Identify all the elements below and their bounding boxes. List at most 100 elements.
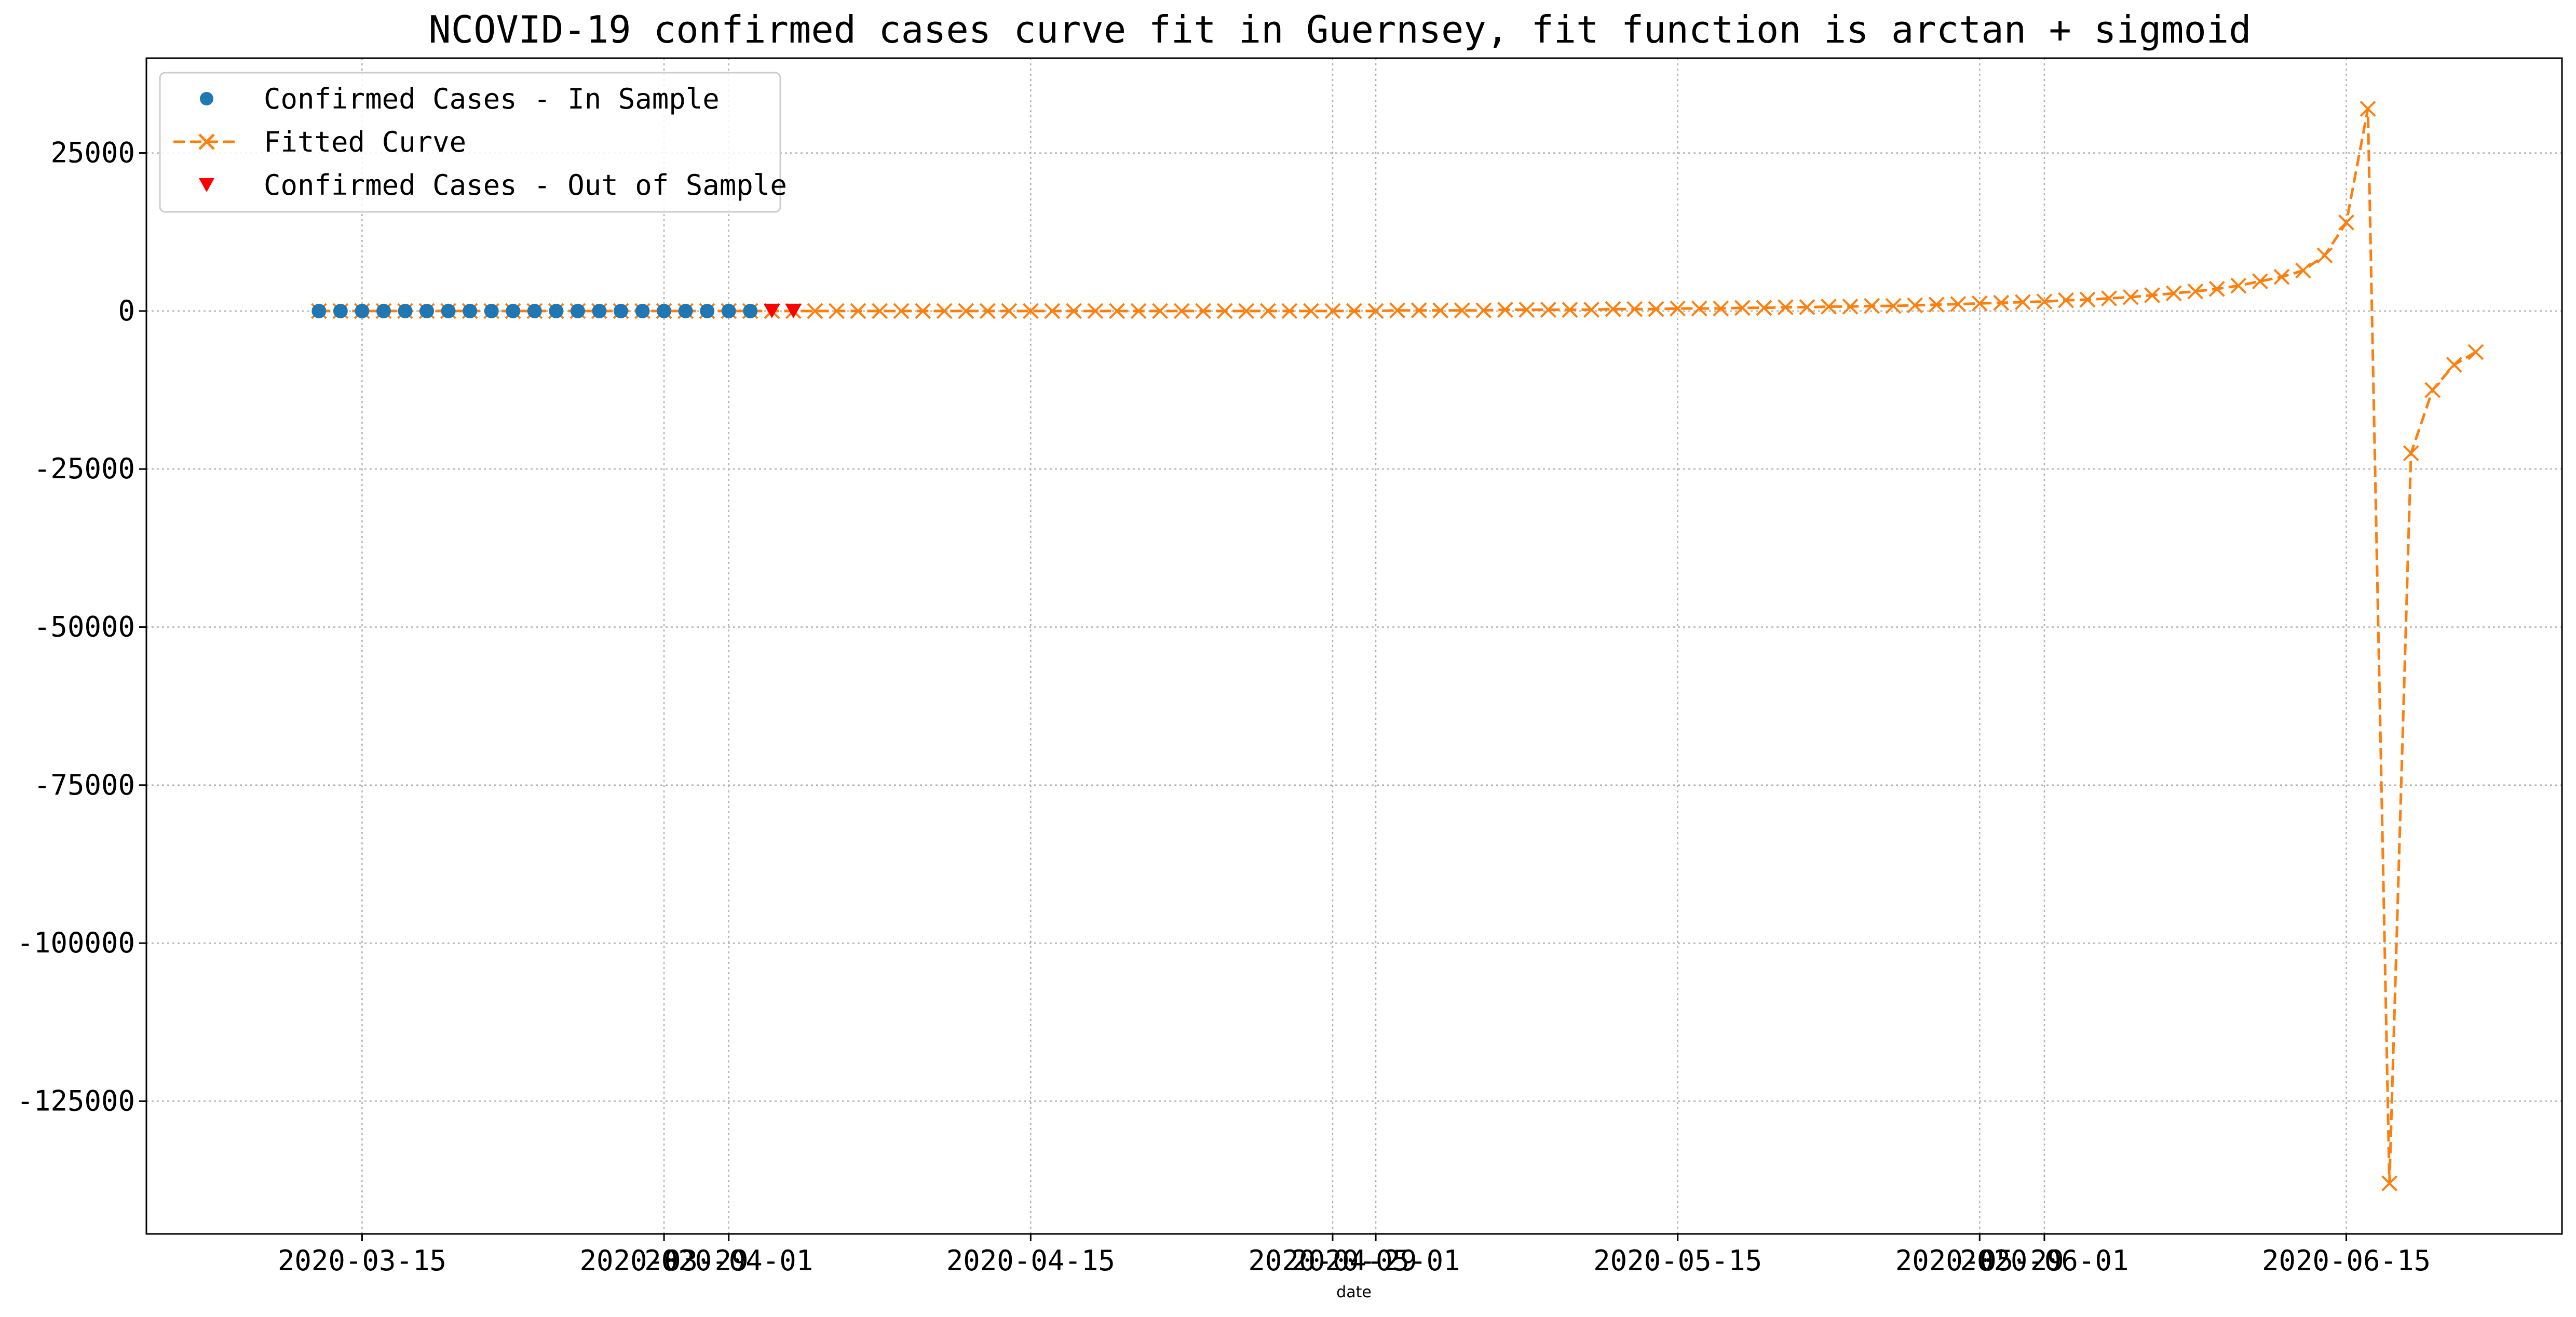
in-sample-point [613, 303, 628, 318]
in-sample-point [463, 303, 478, 318]
fitted-curve-marker [1497, 302, 1513, 318]
in-sample-point [355, 303, 370, 318]
fitted-curve-marker [1648, 301, 1664, 317]
fitted-curve-marker [1389, 302, 1406, 319]
y-tick-label: -100000 [17, 926, 135, 959]
plot-area [310, 100, 2484, 1192]
fitted-curve-marker [936, 303, 953, 319]
fitted-curve-marker [1367, 303, 1384, 319]
x-tick-label: 2020-05-29 [1895, 1244, 2064, 1277]
fitted-curve-marker [2273, 268, 2290, 285]
y-tick-label: -50000 [34, 610, 135, 643]
in-sample-point [700, 303, 715, 318]
x-tick-label: 2020-04-01 [644, 1244, 813, 1277]
fitted-curve-marker [1971, 295, 1988, 312]
fitted-curve-marker [958, 303, 974, 319]
in-sample-point [419, 303, 435, 318]
fitted-curve-marker [1324, 303, 1341, 319]
y-tick-label: 0 [118, 294, 135, 327]
fitted-curve-marker [1907, 297, 1923, 314]
fitted-curve-marker [2122, 289, 2139, 305]
fitted-curve-marker [2295, 262, 2311, 279]
fitted-curve-marker [1842, 298, 1859, 315]
fitted-curve-marker [979, 303, 996, 319]
out-of-sample-point [785, 303, 802, 318]
fitted-curve-marker [1799, 299, 1815, 315]
in-sample-point [549, 303, 564, 318]
fitted-curve-marker [1001, 303, 1018, 319]
in-sample-point [743, 303, 758, 318]
fitted-curve-marker [1195, 303, 1212, 319]
y-axis: 25000 0 -25000 -50000 -75000 -100000 -125000 [17, 137, 146, 1117]
fitted-curve-marker [807, 303, 823, 319]
fitted-curve-marker [2036, 293, 2053, 310]
in-sample-point [570, 303, 585, 318]
fitted-curve-marker [1713, 300, 1729, 317]
legend-label-in-sample: Confirmed Cases - In Sample [264, 83, 720, 115]
fitted-curve-marker [1454, 302, 1470, 319]
fitted-curve-marker [1821, 298, 1837, 315]
in-sample-point [635, 303, 650, 318]
fitted-curve-marker [2467, 344, 2484, 360]
axes-frame [145, 57, 2563, 1235]
legend-marker-in-sample [200, 92, 213, 105]
in-sample-point [506, 303, 521, 318]
fitted-curve-marker [2058, 292, 2074, 308]
y-tick-label: -75000 [34, 769, 135, 801]
fitted-curve-marker [1691, 300, 1707, 317]
fitted-curve-marker [2338, 214, 2354, 231]
fitted-curve-marker [1216, 303, 1233, 319]
fitted-curve-marker [893, 303, 910, 319]
in-sample-point [441, 303, 456, 318]
x-tick-label: 2020-06-15 [2262, 1244, 2431, 1277]
in-sample-point [657, 303, 672, 318]
fitted-curve-marker [1670, 300, 1686, 317]
x-tick-label: 2020-05-01 [1291, 1244, 1460, 1277]
fitted-curve-marker [2014, 294, 2031, 311]
fitted-curve-marker [2381, 1175, 2398, 1192]
fitted-curve-marker [1238, 303, 1255, 319]
fitted-curve-marker [2446, 356, 2462, 373]
fitted-curve-marker [2230, 277, 2247, 294]
fitted-curve-marker [872, 303, 888, 319]
fitted-curve-marker [1022, 303, 1039, 319]
fitted-curve-marker [1885, 298, 1902, 314]
fitted-curve-marker [2144, 287, 2161, 303]
x-tick-label: 2020-03-29 [580, 1244, 749, 1277]
fitted-curve-marker [1928, 297, 1945, 313]
x-tick-label: 2020-04-15 [946, 1244, 1115, 1277]
in-sample-point [484, 303, 499, 318]
fitted-curve-marker [2187, 283, 2204, 300]
x-tick-label: 2020-04-29 [1248, 1244, 1417, 1277]
fitted-curve-marker [2316, 247, 2333, 264]
fitted-curve-marker [1734, 300, 1751, 316]
in-sample-point [678, 303, 693, 318]
fitted-curve-marker [1993, 294, 2010, 311]
fitted-curve-marker [829, 303, 845, 319]
in-sample-point [333, 303, 348, 318]
legend: Confirmed Cases - In Sample Fitted Curve… [159, 72, 787, 213]
x-tick-label: 2020-03-15 [278, 1244, 446, 1277]
fitted-curve-marker [1626, 301, 1643, 317]
fitted-curve-marker [1519, 302, 1535, 318]
x-tick-label: 2020-06-01 [1960, 1244, 2128, 1277]
fitted-curve-marker [1130, 303, 1147, 319]
chart-title: NCOVID-19 confirmed cases curve fit in G… [428, 8, 2251, 51]
fitted-curve-marker [915, 303, 931, 319]
fitted-curve-marker [1173, 303, 1190, 319]
fitted-curve-marker [2360, 100, 2376, 117]
in-sample-point [398, 303, 413, 318]
in-sample-point [376, 303, 391, 318]
legend-label-fitted: Fitted Curve [264, 126, 466, 158]
fitted-curve-marker [1605, 301, 1621, 317]
legend-marker-fitted [198, 133, 215, 150]
in-sample-point [592, 303, 607, 318]
y-tick-label: 25000 [50, 137, 135, 169]
fitted-curve-marker [2208, 280, 2225, 297]
fitted-curve-marker [2403, 445, 2419, 462]
fitted-curve-marker [1777, 299, 1794, 315]
fitted-curve-marker [1346, 303, 1362, 319]
fitted-curve-marker [1432, 302, 1449, 319]
